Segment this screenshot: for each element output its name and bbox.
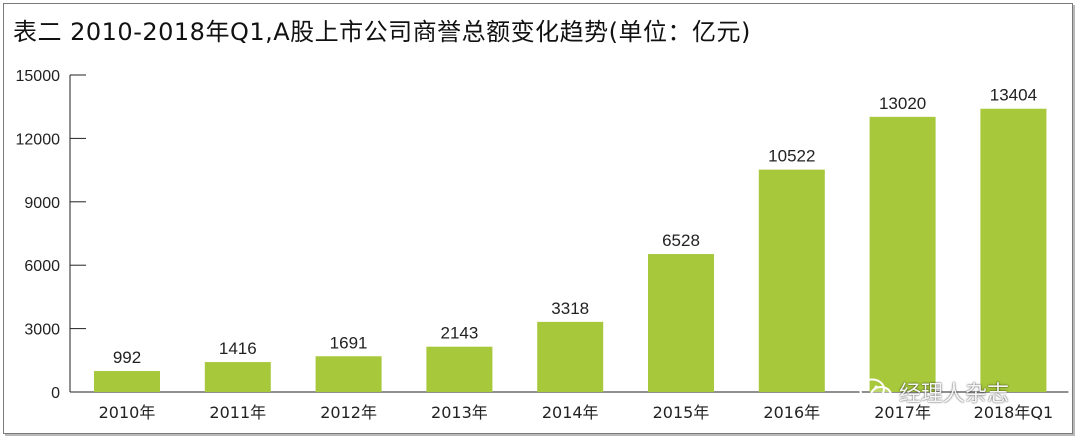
- y-axis: 0 3000 6000 9000 12000 15000: [16, 68, 86, 402]
- x-tick-label: 2015年: [653, 403, 710, 422]
- bars: [94, 108, 1047, 393]
- data-label: 992: [113, 348, 141, 367]
- wechat-icon: [859, 378, 892, 404]
- watermark-text: 经理人杂志: [899, 382, 1010, 407]
- data-label: 3318: [551, 299, 589, 318]
- bar: [758, 169, 825, 392]
- data-label: 10522: [768, 147, 815, 166]
- x-tick-label: 2011年: [209, 403, 266, 422]
- y-tick-label: 3000: [24, 322, 60, 339]
- data-labels: 992 1416 1691 2143 3318 6528 10522 13020 13404: [113, 86, 1037, 367]
- x-tick-label: 2018年Q1: [974, 403, 1054, 422]
- bar-chart: 0 3000 6000 9000 12000 15000 2010年 2011年 2012年 2…: [16, 68, 1069, 422]
- x-tick-label: 2017年: [874, 403, 931, 422]
- x-tick-label: 2010年: [99, 403, 156, 422]
- bar: [315, 356, 382, 392]
- bar: [537, 321, 604, 392]
- watermark: 经理人杂志: [859, 376, 1009, 408]
- y-tick-label: 15000: [16, 68, 61, 85]
- data-label: 13020: [879, 94, 926, 113]
- data-label: 6528: [662, 231, 700, 250]
- bar: [980, 108, 1047, 393]
- bar: [869, 116, 936, 393]
- bar: [204, 362, 271, 392]
- data-label: 1416: [219, 339, 257, 358]
- x-tick-label: 2016年: [763, 403, 820, 422]
- bar: [94, 371, 160, 392]
- bar: [426, 346, 493, 392]
- y-tick-label: 6000: [24, 258, 60, 275]
- x-tick-label: 2012年: [320, 403, 377, 422]
- chart-title: 表二 2010-2018年Q1,A股上市公司商誉总额变化趋势(单位：亿元): [13, 18, 751, 46]
- chart-frame: 表二 2010-2018年Q1,A股上市公司商誉总额变化趋势(单位：亿元) 0 3…: [3, 3, 1073, 434]
- data-label: 2143: [440, 324, 478, 343]
- data-label: 13404: [990, 86, 1037, 105]
- x-tick-label: 2013年: [431, 403, 488, 422]
- y-tick-label: 12000: [16, 131, 61, 148]
- y-tick-label: 9000: [24, 195, 60, 212]
- bar: [648, 254, 714, 392]
- data-label: 1691: [330, 333, 368, 352]
- y-tick-label: 0: [51, 385, 60, 402]
- x-tick-label: 2014年: [542, 403, 599, 422]
